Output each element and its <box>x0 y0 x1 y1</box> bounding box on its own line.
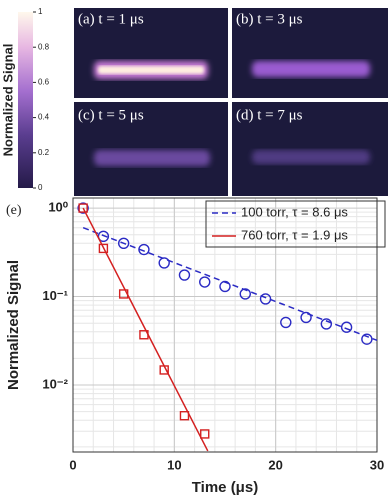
x-tick-label: 10 <box>167 457 181 472</box>
glow-b <box>252 61 370 77</box>
figure: Normalized Signal 0 0.2 0.4 0.6 0.8 1 (a) t = 1… <box>0 0 389 500</box>
panel-label: (b) t = 3 μs <box>236 11 303 27</box>
y-tick-label: 10⁻¹ <box>42 288 68 303</box>
legend-label: 760 torr, τ = 1.9 μs <box>241 227 348 242</box>
panel-label: (a) t = 1 μs <box>78 11 144 27</box>
x-tick-label: 30 <box>370 457 384 472</box>
panel-label: (e) <box>6 203 22 218</box>
x-tick-label: 0 <box>69 457 76 472</box>
panel-label: (d) t = 7 μs <box>236 107 303 123</box>
colorbar-tick-label: 0.4 <box>38 113 50 122</box>
panel-images <box>74 8 388 196</box>
x-tick-label: 20 <box>268 457 282 472</box>
colorbar-label: Normalized Signal <box>0 44 15 157</box>
colorbar-tick-label: 0.2 <box>38 148 50 157</box>
colorbar-tick-label: 0.6 <box>38 78 50 87</box>
y-tick-label: 10⁰ <box>48 200 68 215</box>
panel-label: (c) t = 5 μs <box>78 107 144 123</box>
legend-label: 100 torr, τ = 8.6 μs <box>241 204 348 219</box>
y-axis-label: Normalized Signal <box>5 260 22 390</box>
glow-c <box>94 150 210 166</box>
glow-a-core <box>98 66 204 74</box>
colorbar-tick-label: 0.8 <box>38 42 50 51</box>
glow-d <box>252 150 370 164</box>
y-tick-label: 10⁻² <box>42 376 68 391</box>
colorbar <box>18 12 33 188</box>
colorbar-tick-label: 1 <box>38 7 43 16</box>
x-axis-label: Time (μs) <box>192 479 258 496</box>
colorbar-tick-label: 0 <box>38 183 43 192</box>
